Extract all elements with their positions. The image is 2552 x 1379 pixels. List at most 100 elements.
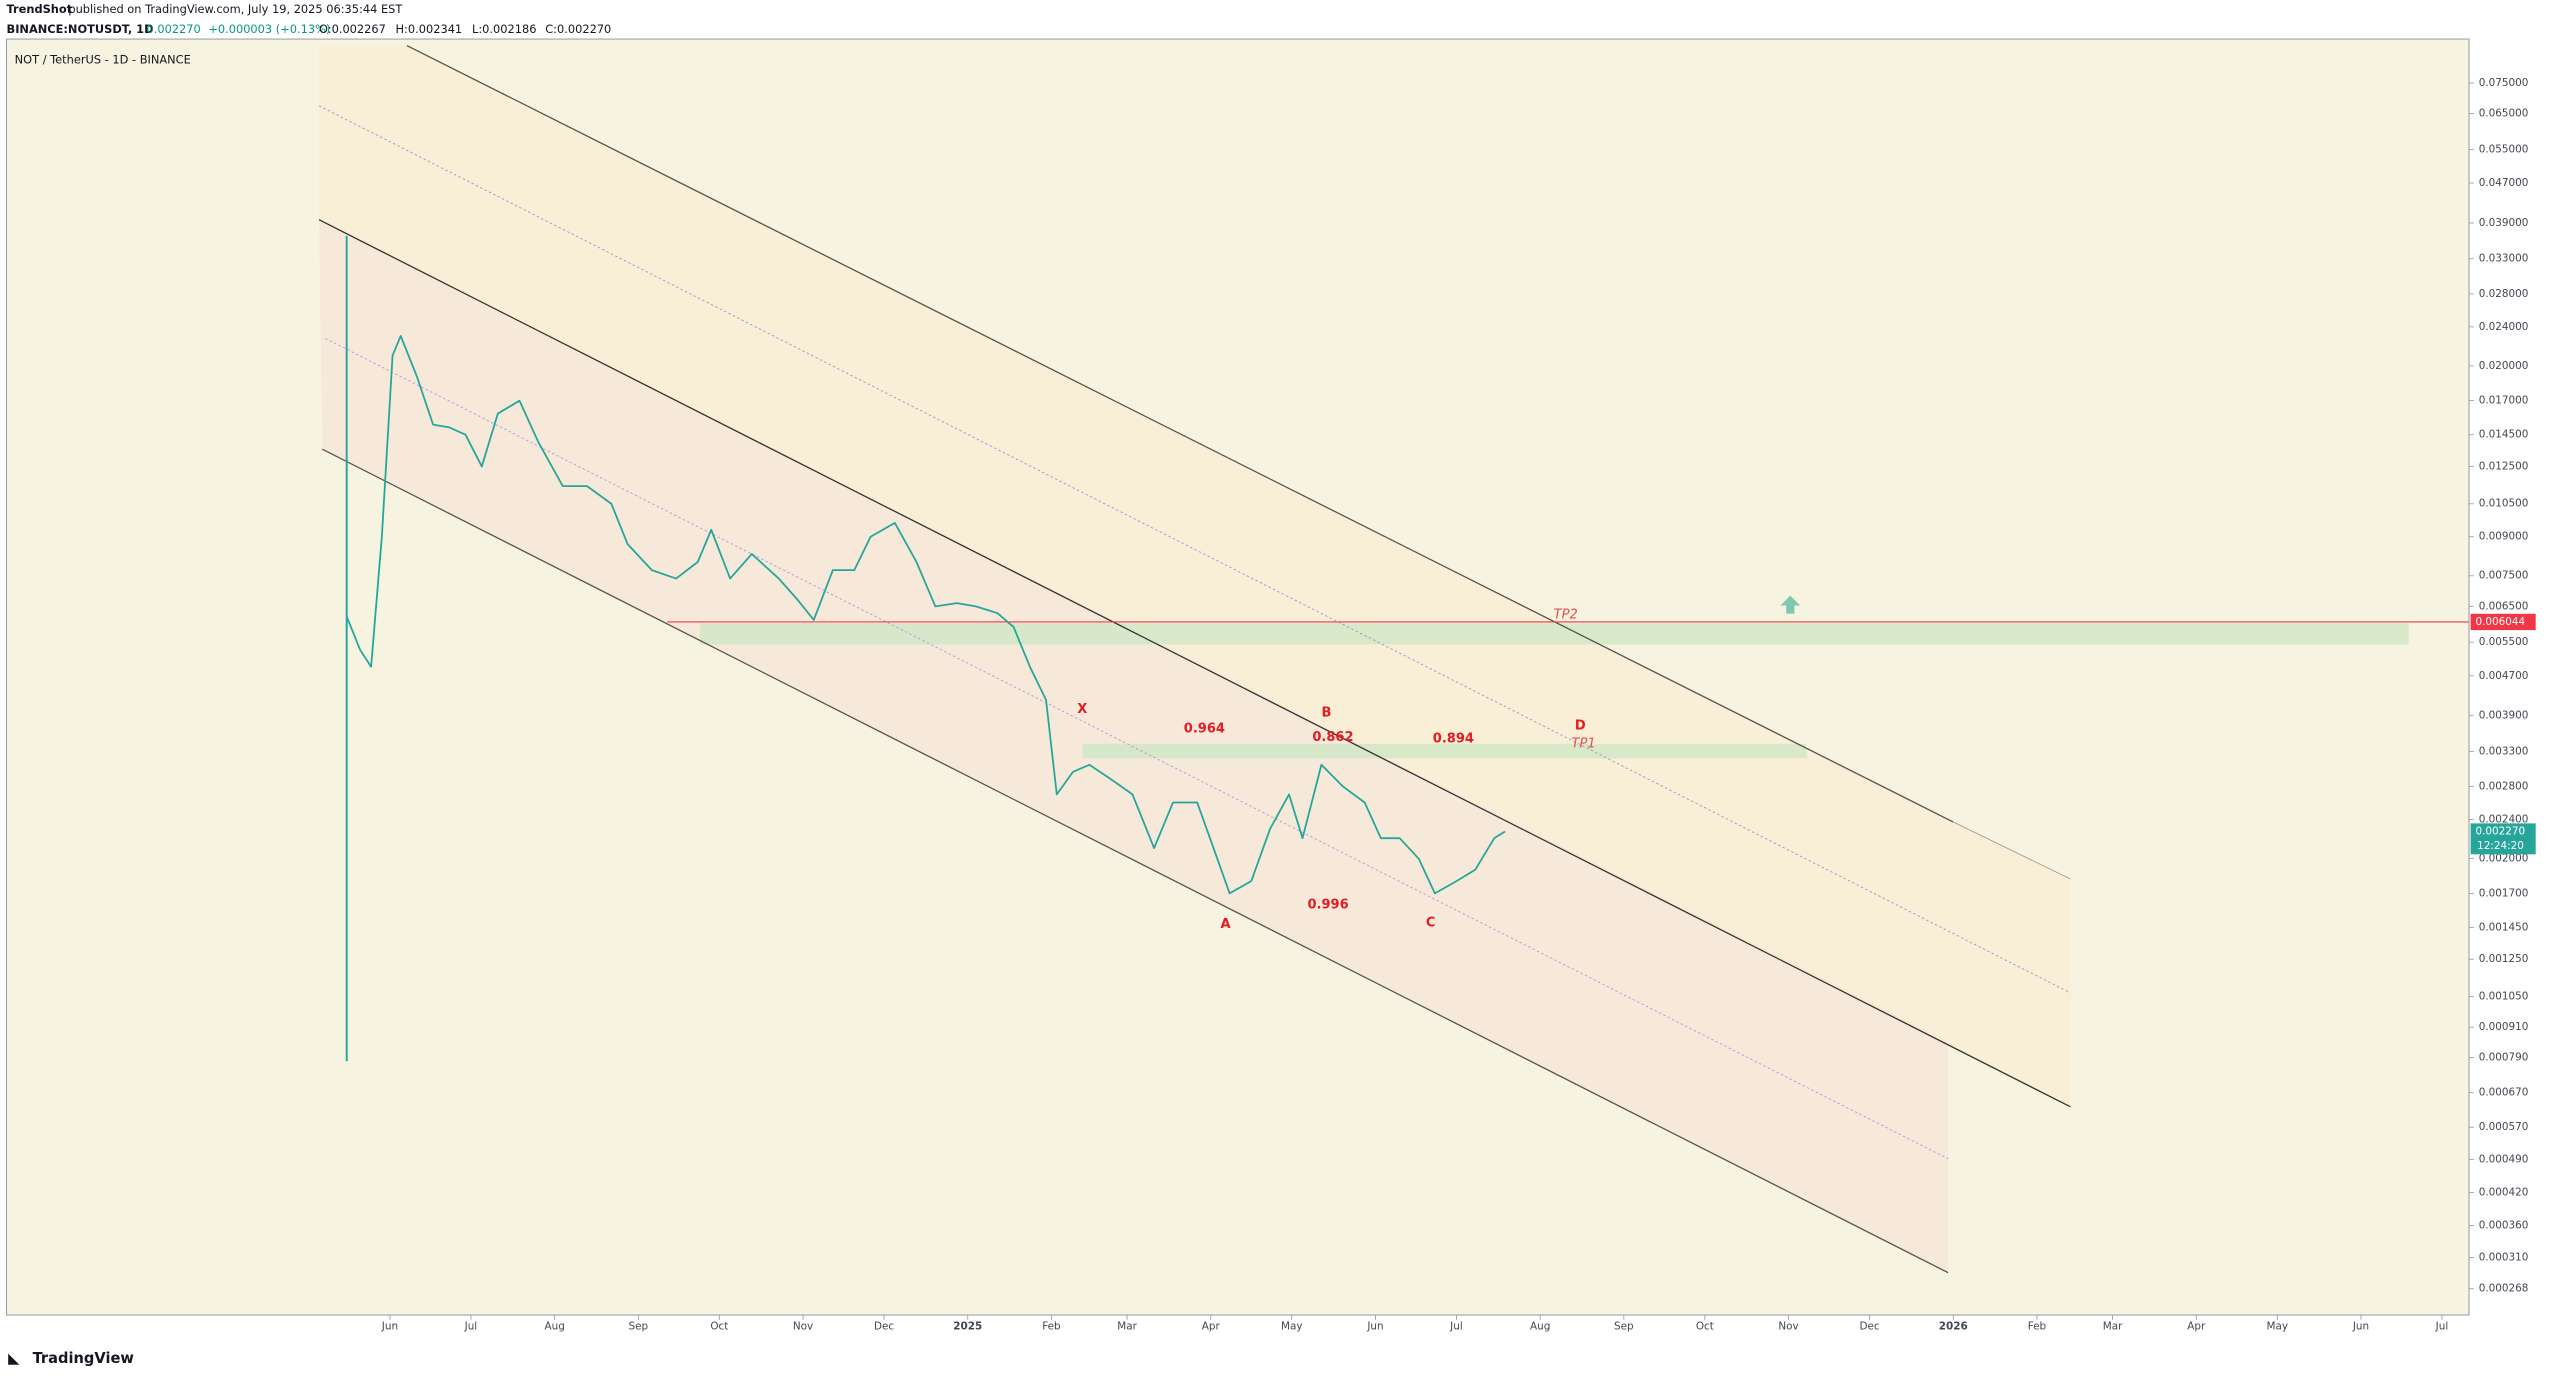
annotation: TP2 <box>1554 608 1578 623</box>
x-tick-label: Oct <box>1696 1320 1714 1332</box>
open: O:0.002267 <box>319 22 386 36</box>
y-tick-label: 0.003900 <box>2479 710 2529 722</box>
high: H:0.002341 <box>396 22 463 36</box>
annotation: TP1 <box>1572 736 1596 751</box>
y-tick-label: 0.075000 <box>2479 77 2529 89</box>
y-tick-label: 0.000910 <box>2479 1021 2529 1033</box>
y-tick-label: 0.005500 <box>2479 636 2529 648</box>
x-tick-label: Sep <box>1614 1320 1634 1332</box>
y-tick-label: 0.009000 <box>2479 531 2529 543</box>
y-tick-label: 0.002800 <box>2479 781 2529 793</box>
hline-label: 0.006044 <box>2475 616 2525 628</box>
y-tick-label: 0.000268 <box>2479 1283 2529 1295</box>
channel-top-ext <box>1952 821 2071 880</box>
annotation: 0.996 <box>1307 897 1348 912</box>
annotation: C <box>1426 915 1436 930</box>
change: +0.000003 (+0.13%) <box>208 22 330 36</box>
x-tick-label: Sep <box>629 1320 649 1332</box>
x-tick-label: Mar <box>2103 1320 2123 1332</box>
x-tick-label: Jun <box>2352 1320 2369 1332</box>
channel-middle <box>318 219 2071 1108</box>
y-tick-label: 0.000670 <box>2479 1087 2529 1099</box>
y-tick-label: 0.001050 <box>2479 991 2529 1003</box>
x-tick-label: Jul <box>1449 1320 1463 1332</box>
y-tick-label: 0.000570 <box>2479 1121 2529 1133</box>
x-tick-label: Apr <box>1202 1320 1221 1332</box>
y-tick-label: 0.010500 <box>2479 498 2529 510</box>
x-tick-label: Jun <box>1366 1320 1383 1332</box>
x-tick-label: Feb <box>2028 1320 2047 1332</box>
x-tick-label: Nov <box>793 1320 813 1332</box>
y-tick-label: 0.002400 <box>2479 814 2529 826</box>
y-tick-label: 0.012500 <box>2479 460 2529 472</box>
y-tick-label: 0.039000 <box>2479 217 2529 229</box>
y-tick-label: 0.065000 <box>2479 108 2529 120</box>
annotation: B <box>1321 705 1331 720</box>
x-tick-label: Oct <box>710 1320 728 1332</box>
chart-title: NOT / TetherUS - 1D - BINANCE <box>15 53 191 67</box>
x-tick-label: Jul <box>464 1320 478 1332</box>
y-tick-label: 0.000310 <box>2479 1252 2529 1264</box>
y-tick-label: 0.001700 <box>2479 887 2529 899</box>
x-tick-label: Jul <box>2435 1320 2449 1332</box>
y-tick-label: 0.000790 <box>2479 1051 2529 1063</box>
price-line <box>345 335 1506 895</box>
close: C:0.002270 <box>545 22 611 36</box>
y-tick-label: 0.020000 <box>2479 360 2529 372</box>
y-tick-label: 0.014500 <box>2479 429 2529 441</box>
annotation: 0.862 <box>1312 730 1353 745</box>
countdown: 12:24:20 <box>2477 840 2524 852</box>
annotation: 0.964 <box>1184 722 1225 737</box>
y-tick-label: 0.033000 <box>2479 253 2529 265</box>
channel-bottom <box>321 448 1949 1274</box>
annotation: X <box>1077 702 1087 717</box>
upper-channel-fill <box>319 45 2071 1107</box>
x-tick-label: Nov <box>1778 1320 1798 1332</box>
y-tick-label: 0.003300 <box>2479 745 2529 757</box>
last-price-label: 0.002270 <box>2475 826 2525 838</box>
y-tick-label: 0.000420 <box>2479 1187 2529 1199</box>
y-tick-label: 0.006500 <box>2479 600 2529 612</box>
x-tick-label: 2025 <box>953 1320 982 1332</box>
price: 0.002270 <box>146 22 200 36</box>
annotation: 0.894 <box>1433 731 1474 746</box>
y-tick-label: 0.002000 <box>2479 853 2529 865</box>
y-tick-label: 0.047000 <box>2479 177 2529 189</box>
x-tick-label: Jun <box>381 1320 398 1332</box>
brand-logo: ◣ <box>8 1350 20 1367</box>
channel-top <box>406 44 1954 823</box>
annotation: A <box>1221 917 1232 932</box>
x-tick-label: Dec <box>874 1320 894 1332</box>
tp2-zone <box>699 623 2409 645</box>
x-tick-label: May <box>2267 1320 2289 1332</box>
brand: TradingView <box>33 1350 134 1367</box>
hline-label-bg <box>2470 613 2536 631</box>
x-tick-label: Dec <box>1859 1320 1879 1332</box>
x-tick-label: 2026 <box>1939 1320 1968 1332</box>
low: L:0.002186 <box>472 22 536 36</box>
y-tick-label: 0.024000 <box>2479 321 2529 333</box>
x-tick-label: Aug <box>1530 1320 1550 1332</box>
x-tick-label: May <box>1281 1320 1303 1332</box>
publisher: TrendShot <box>7 2 73 16</box>
x-tick-label: Aug <box>544 1320 564 1332</box>
x-tick-label: Apr <box>2187 1320 2206 1332</box>
y-tick-label: 0.007500 <box>2479 570 2529 582</box>
last-price-marker <box>2470 823 2536 855</box>
tp1-zone <box>1082 743 1807 759</box>
up-arrow <box>1780 595 1801 614</box>
annotation: D <box>1575 718 1586 733</box>
y-tick-label: 0.000360 <box>2479 1220 2529 1232</box>
published: published on TradingView.com, July 19, 2… <box>68 2 402 16</box>
channel-mid-upper <box>318 105 2071 994</box>
x-tick-label: Feb <box>1042 1320 1061 1332</box>
y-tick-label: 0.017000 <box>2479 395 2529 407</box>
channel-mid-lower <box>325 338 1949 1160</box>
y-tick-label: 0.001450 <box>2479 921 2529 933</box>
y-tick-label: 0.004700 <box>2479 670 2529 682</box>
symbol: BINANCE:NOTUSDT, 1D <box>7 22 154 36</box>
y-tick-label: 0.055000 <box>2479 143 2529 155</box>
y-tick-label: 0.028000 <box>2479 288 2529 300</box>
y-tick-label: 0.001250 <box>2479 953 2529 965</box>
